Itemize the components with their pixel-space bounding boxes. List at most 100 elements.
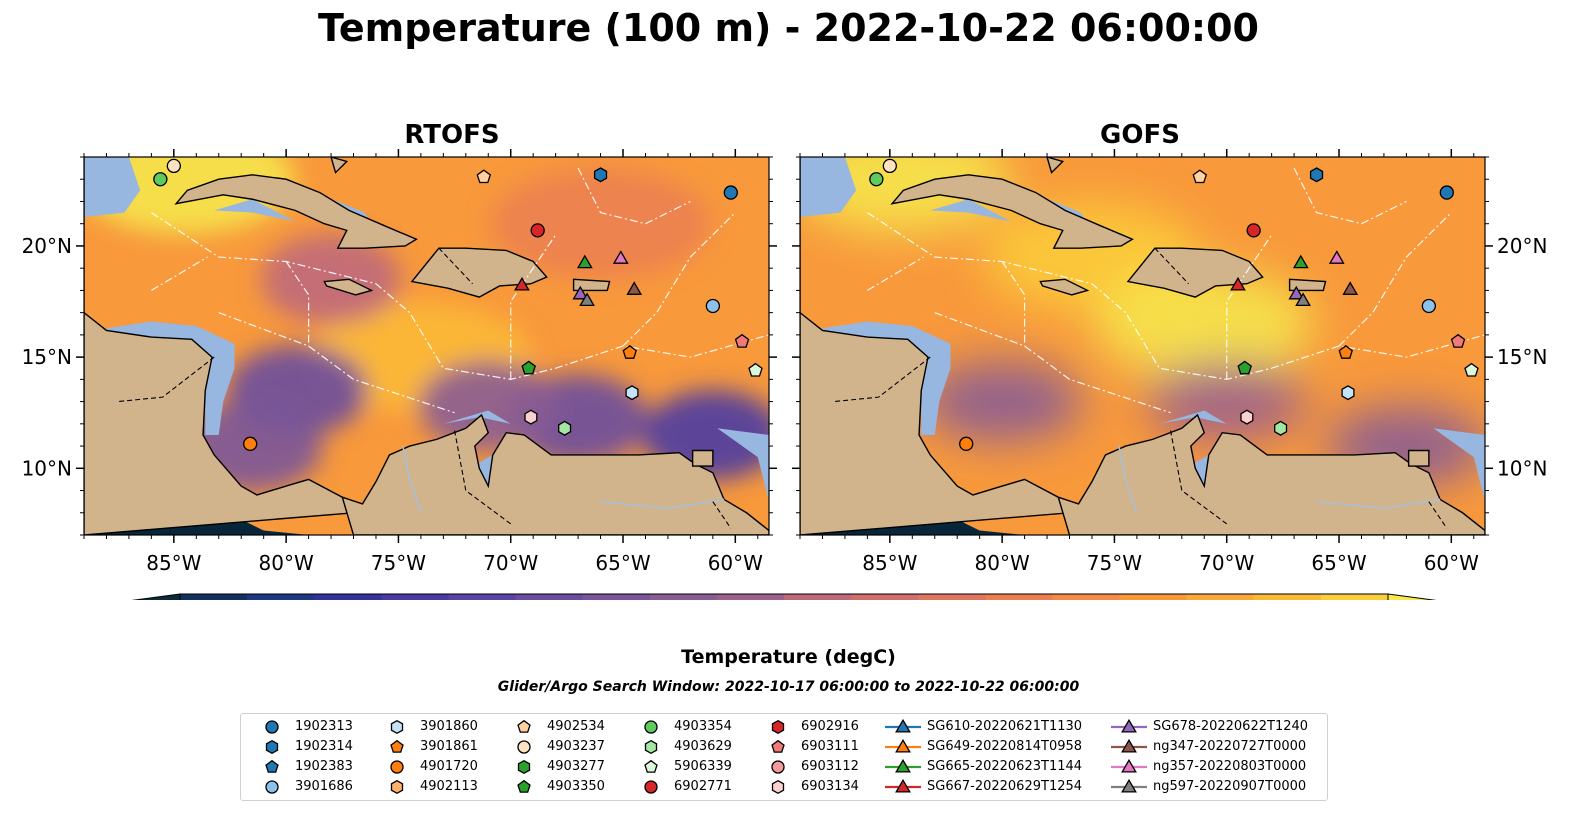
- land-southAm: [341, 413, 769, 535]
- land-cuba: [890, 174, 1134, 249]
- legend-symbol: [644, 720, 658, 734]
- x-tick-label: 85°W: [146, 551, 201, 575]
- legend-symbol-ng357-20220803T0000: [1121, 758, 1137, 773]
- legend: 1902313 1902314 1902383 3901686 3901860 39018…: [240, 713, 1328, 801]
- legend-symbol-SG678-20220622T1240: [1121, 718, 1137, 733]
- colorbar-bin: [1052, 594, 1121, 600]
- land-trinidad: [691, 449, 714, 467]
- legend-label: ng357-20220803T0000: [1153, 759, 1307, 774]
- marker-4903354: [153, 172, 168, 187]
- colorbar-bin: [985, 594, 1053, 600]
- eez-boundary: [151, 256, 208, 291]
- marker-6903134: [524, 409, 538, 425]
- river: [1316, 498, 1441, 510]
- land-puertoRico: [1288, 278, 1327, 292]
- eez-boundary: [867, 256, 924, 291]
- legend-symbol-6903111: [771, 739, 785, 753]
- marker-5906339: [1464, 362, 1479, 377]
- eez-boundary: [510, 234, 557, 380]
- legend-symbol: [644, 739, 658, 755]
- legend-symbol-SG667-20220629T1254: [895, 778, 911, 793]
- figure-title: Temperature (100 m) - 2022-10-22 06:00:0…: [317, 6, 1259, 50]
- marker-1902313: [1439, 185, 1454, 200]
- legend-symbol: [390, 739, 404, 753]
- y-tick-label: 15°N: [22, 345, 72, 369]
- legend-symbol-6903134: [771, 779, 785, 795]
- marker-3901860: [1341, 385, 1355, 401]
- legend-symbol: [390, 779, 404, 795]
- colorbar-extend-min: [131, 593, 181, 600]
- colorbar-bin: [784, 594, 852, 600]
- x-tick-label: 70°W: [1199, 551, 1254, 575]
- legend-label: 5906339: [674, 759, 732, 774]
- colorbar-bin: [1253, 594, 1322, 600]
- legend-label: 4903350: [547, 779, 605, 794]
- legend-label: 6902916: [801, 719, 859, 734]
- legend-symbol-4903277: [517, 759, 531, 775]
- legend-symbol: [265, 759, 279, 773]
- marker-3901686: [1421, 298, 1437, 314]
- marker-SG678-20220622T1240: [572, 285, 589, 300]
- legend-symbol-SG665-20220623T1144: [895, 758, 911, 773]
- shelf-water: [717, 428, 769, 502]
- colorbar-bin: [448, 594, 517, 600]
- marker-4903237: [882, 158, 897, 174]
- legend-label: 4902113: [420, 779, 478, 794]
- marker-4903354: [869, 172, 884, 187]
- legend-symbol-1902383: [265, 759, 279, 773]
- gofs-panel-title: GOFS: [1100, 120, 1180, 150]
- legend-symbol: [517, 779, 531, 793]
- legend-symbol-4901720: [390, 760, 404, 774]
- legend-symbol-6902916: [771, 719, 785, 735]
- legend-label: SG665-20220623T1144: [927, 759, 1083, 774]
- legend-symbol-4902534: [517, 719, 531, 733]
- legend-symbol: [885, 718, 921, 733]
- shelf-water: [1433, 428, 1485, 502]
- river: [600, 498, 725, 510]
- legend-label: 4903237: [547, 739, 605, 754]
- legend-symbol: [644, 780, 658, 794]
- marker-6903134: [1240, 409, 1254, 425]
- legend-symbol-ng347-20220727T0000: [1121, 738, 1137, 753]
- eez-boundary: [622, 212, 736, 347]
- marker-4903350: [521, 360, 536, 375]
- legend-symbol-SG610-20220621T1130: [895, 718, 911, 733]
- legend-label: 3901860: [420, 719, 478, 734]
- legend-symbol-5906339: [644, 759, 658, 773]
- y-tick-label: 10°N: [22, 456, 72, 480]
- legend-symbol: [390, 760, 404, 774]
- eez-boundary: [218, 312, 455, 414]
- legend-symbol-3901860: [390, 719, 404, 735]
- legend-label: 4903629: [674, 739, 732, 754]
- legend-symbol: [885, 738, 921, 753]
- marker-4903629: [1274, 420, 1288, 436]
- gofs-map: 85°W 80°W 75°W 70°W 65°W 60°W 10°N 15°N 20°N: [792, 149, 1547, 575]
- x-tick-label: 75°W: [1087, 551, 1142, 575]
- land-cuba: [174, 174, 418, 249]
- legend-symbol-4902113: [390, 779, 404, 795]
- map-frame: [799, 156, 1486, 536]
- legend-label: ng347-20220727T0000: [1153, 739, 1307, 754]
- warm-anomaly: [490, 168, 711, 279]
- legend-symbol: [517, 759, 531, 775]
- marker-3901861: [1338, 344, 1353, 359]
- legend-symbol: [265, 739, 279, 755]
- rtofs-map: 85°W 80°W 75°W 70°W 65°W 60°W 10°N 15°N 20°N: [22, 149, 777, 575]
- legend-symbol: [885, 778, 921, 793]
- legend-symbol-3901861: [390, 739, 404, 753]
- cool-anomaly: [922, 361, 1083, 442]
- legend-label: 4902534: [547, 719, 605, 734]
- x-tick-label: 80°W: [975, 551, 1030, 575]
- colorbar-frame: [179, 593, 1389, 600]
- legend-symbol: [1111, 738, 1147, 753]
- shelf-water: [930, 199, 1012, 222]
- marker-ng357-20220803T0000: [1328, 250, 1345, 264]
- legend-label: SG678-20220622T1240: [1153, 719, 1309, 734]
- marker-4903629: [558, 420, 572, 436]
- marker-SG665-20220623T1144: [1292, 254, 1309, 269]
- marker-ng357-20220803T0000: [612, 250, 629, 264]
- marker-4903237: [166, 158, 181, 174]
- legend-symbol: [771, 739, 785, 753]
- country-border: [833, 356, 931, 403]
- x-tick-label: 70°W: [483, 551, 538, 575]
